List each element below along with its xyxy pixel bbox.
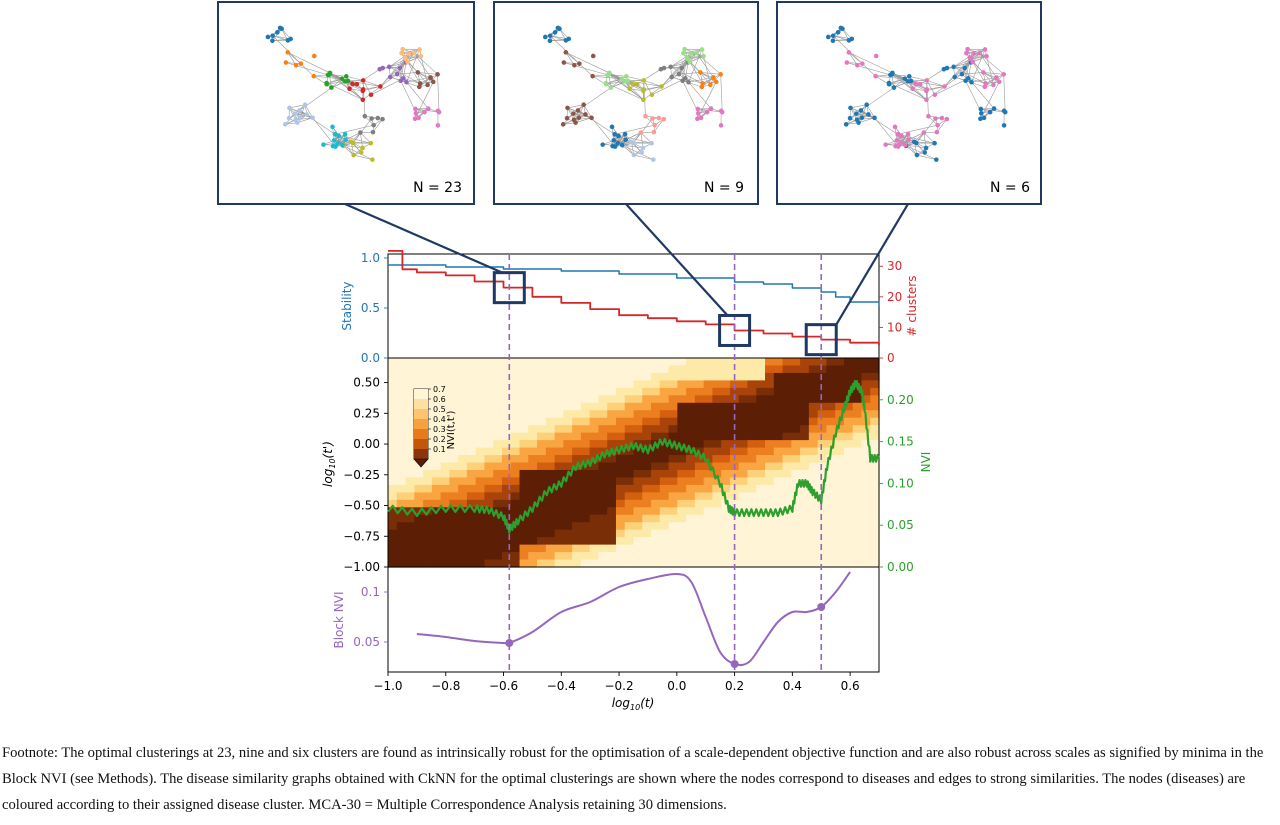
colorbar-label: NVI(t,t') <box>446 410 457 449</box>
stability-tick-label: 0.5 <box>361 301 380 315</box>
inset-label-n9: N = 9 <box>704 180 744 196</box>
x-tick-label: 0.2 <box>725 679 744 693</box>
block-nvi-axis-label: Block NVI <box>332 592 346 649</box>
colorbar-tick: 0.6 <box>433 395 446 404</box>
clusters-tick-label: 10 <box>887 320 902 334</box>
inset-connector-line <box>835 203 909 326</box>
stability-tick-label: 1.0 <box>361 251 380 265</box>
inset-n9: N = 9 <box>493 1 759 205</box>
x-tick-label: −0.6 <box>489 679 518 693</box>
x-tick-label: −0.2 <box>604 679 633 693</box>
network-graph-n6 <box>825 25 1008 162</box>
nvi-tick-label: 0.00 <box>887 560 914 574</box>
clusters-line <box>388 250 880 346</box>
colorbar-tick: 0.2 <box>433 435 446 444</box>
tprime-tick-label: −0.50 <box>343 499 380 513</box>
tprime-axis-label: log10(t') <box>321 441 337 487</box>
nvi-tick-label: 0.15 <box>887 435 914 449</box>
colorbar-tick: 0.3 <box>433 425 446 434</box>
x-tick-label: 0.4 <box>783 679 802 693</box>
colorbar-tick: 0.4 <box>433 415 446 424</box>
inset-label-n6: N = 6 <box>990 180 1030 196</box>
highlight-box <box>492 271 526 305</box>
tprime-tick-label: 0.00 <box>353 437 380 451</box>
x-tick-label: −0.4 <box>547 679 576 693</box>
nvi-tick-label: 0.20 <box>887 393 914 407</box>
stability-axis-label: Stability <box>340 281 354 330</box>
clusters-tick-label: 0 <box>887 351 895 365</box>
block-nvi-line <box>416 571 851 667</box>
clusters-tick-label: 30 <box>887 259 902 273</box>
highlight-box <box>804 323 838 357</box>
stability-tick-label: 0.0 <box>361 351 380 365</box>
nvi-tick-label: 0.05 <box>887 518 914 532</box>
x-tick-label: −0.8 <box>431 679 460 693</box>
block-nvi-tick-label: 0.05 <box>353 635 380 649</box>
block-nvi-tick-label: 0.1 <box>361 585 380 599</box>
tprime-tick-label: −0.25 <box>343 468 380 482</box>
clusters-tick-label: 20 <box>887 290 902 304</box>
clusters-axis-label: # clusters <box>905 276 919 337</box>
tprime-tick-label: −0.75 <box>343 529 380 543</box>
nvi-axis-label: NVI <box>919 452 933 473</box>
inset-connector-line <box>625 203 729 317</box>
colorbar-tick: 0.1 <box>433 445 446 454</box>
network-insets: N = 23 N = 9 N = 6 <box>217 1 1042 205</box>
t-axis-label: log10(t) <box>612 696 655 712</box>
figure: N = 23 N = 9 N = 6 0.0 0.5 1.0 0 10 20 30 0.50 0… <box>217 1 1042 712</box>
x-tick-label: −1.0 <box>373 679 402 693</box>
inset-label-n23: N = 23 <box>413 180 462 196</box>
block-nvi-panel-frame <box>387 566 880 673</box>
colorbar-tick: 0.7 <box>433 385 446 394</box>
inset-connector-line <box>344 202 503 274</box>
footnote: Footnote: The optimal clusterings at 23,… <box>2 745 1264 813</box>
inset-n23: N = 23 <box>217 1 475 205</box>
nvi-tick-label: 0.10 <box>887 476 914 490</box>
highlight-box <box>718 313 752 347</box>
tprime-tick-label: 0.50 <box>353 376 380 390</box>
tprime-tick-label: −1.00 <box>343 560 380 574</box>
tprime-tick-label: 0.25 <box>353 406 380 420</box>
nvi-line <box>387 380 881 534</box>
inset-n6: N = 6 <box>776 1 1042 205</box>
stability-line <box>388 264 880 306</box>
x-tick-label: 0.0 <box>667 679 686 693</box>
x-tick-label: 0.6 <box>841 679 860 693</box>
network-graph-n23 <box>265 25 442 162</box>
block-nvi-minimum-marker <box>505 639 514 647</box>
colorbar-tick: 0.5 <box>433 405 446 414</box>
colorbar: 0.70.60.50.40.30.20.1 NVI(t,t') <box>413 385 457 468</box>
network-graph-n9 <box>542 25 725 162</box>
nvi-heatmap <box>388 358 880 568</box>
